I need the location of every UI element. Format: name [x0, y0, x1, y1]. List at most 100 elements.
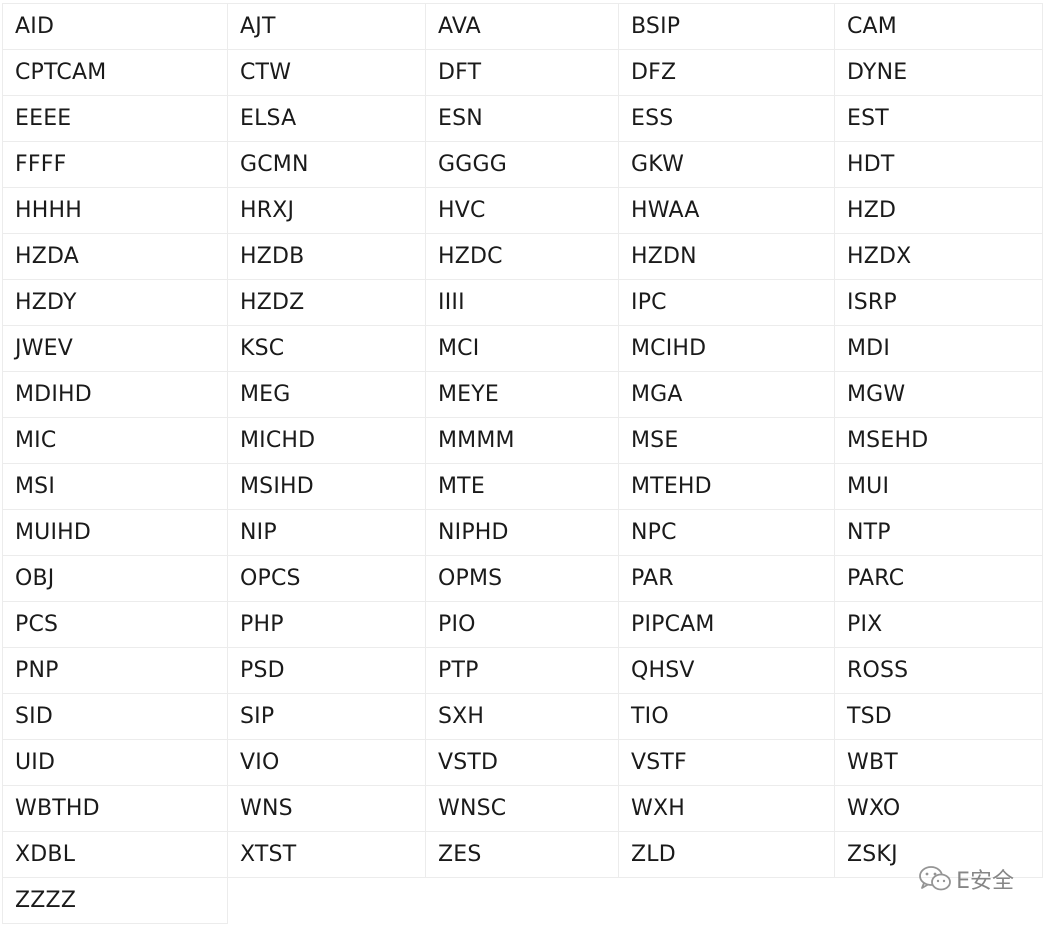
table-cell: MUI — [834, 463, 1043, 510]
table-cell: MSIHD — [227, 463, 426, 510]
table-cell: DYNE — [834, 49, 1043, 96]
table-row: WBTHD WNS WNSC WXH WXO — [2, 785, 1043, 832]
table-row: SID SIP SXH TIO TSD — [2, 693, 1043, 740]
table-cell: IPC — [618, 279, 835, 326]
table-cell: UID — [2, 739, 228, 786]
table-row: ZZZZ — [2, 877, 1043, 924]
table-cell: CAM — [834, 3, 1043, 50]
table-cell: WXH — [618, 785, 835, 832]
table-row: OBJ OPCS OPMS PAR PARC — [2, 555, 1043, 602]
table-cell: ZES — [425, 831, 619, 878]
table-cell: ISRP — [834, 279, 1043, 326]
table-row: MUIHD NIP NIPHD NPC NTP — [2, 509, 1043, 556]
code-table-body: AID AJT AVA BSIP CAM CPTCAM CTW DFT DFZ DYNE EEEE E… — [2, 3, 1043, 924]
table-row: PNP PSD PTP QHSV ROSS — [2, 647, 1043, 694]
table-row: UID VIO VSTD VSTF WBT — [2, 739, 1043, 786]
table-cell: PAR — [618, 555, 835, 602]
table-cell: CTW — [227, 49, 426, 96]
table-cell: AJT — [227, 3, 426, 50]
table-cell: MEYE — [425, 371, 619, 418]
table-row: CPTCAM CTW DFT DFZ DYNE — [2, 49, 1043, 96]
table-cell: FFFF — [2, 141, 228, 188]
table-cell: SIP — [227, 693, 426, 740]
table-cell: PARC — [834, 555, 1043, 602]
table-row: MSI MSIHD MTE MTEHD MUI — [2, 463, 1043, 510]
table-cell: ESS — [618, 95, 835, 142]
code-table: AID AJT AVA BSIP CAM CPTCAM CTW DFT DFZ DYNE EEEE E… — [2, 3, 1043, 924]
table-cell: GGGG — [425, 141, 619, 188]
table-cell: HRXJ — [227, 187, 426, 234]
table-cell: HZDA — [2, 233, 228, 280]
table-cell: MEG — [227, 371, 426, 418]
table-cell: WNSC — [425, 785, 619, 832]
table-cell: WXO — [834, 785, 1043, 832]
table-cell: PIPCAM — [618, 601, 835, 648]
table-cell: NIP — [227, 509, 426, 556]
table-cell: MSI — [2, 463, 228, 510]
table-cell: SID — [2, 693, 228, 740]
table-cell: ELSA — [227, 95, 426, 142]
table-cell: VIO — [227, 739, 426, 786]
table-cell: PNP — [2, 647, 228, 694]
table-row: MIC MICHD MMMM MSE MSEHD — [2, 417, 1043, 464]
table-row: JWEV KSC MCI MCIHD MDI — [2, 325, 1043, 372]
table-row: EEEE ELSA ESN ESS EST — [2, 95, 1043, 142]
table-cell: NPC — [618, 509, 835, 556]
wechat-icon — [918, 865, 952, 893]
table-cell: QHSV — [618, 647, 835, 694]
table-cell: HZD — [834, 187, 1043, 234]
table-cell: TIO — [618, 693, 835, 740]
table-cell: NTP — [834, 509, 1043, 556]
table-cell: OBJ — [2, 555, 228, 602]
empty-cell — [619, 878, 835, 924]
table-row: MDIHD MEG MEYE MGA MGW — [2, 371, 1043, 418]
table-cell: HWAA — [618, 187, 835, 234]
table-cell: XDBL — [2, 831, 228, 878]
table-cell: TSD — [834, 693, 1043, 740]
table-cell: PTP — [425, 647, 619, 694]
table-cell: HVC — [425, 187, 619, 234]
table-cell: DFT — [425, 49, 619, 96]
table-cell: HZDN — [618, 233, 835, 280]
table-cell: WBTHD — [2, 785, 228, 832]
table-cell: HZDC — [425, 233, 619, 280]
watermark-text: E安全 — [956, 869, 1014, 894]
table-cell: ZZZZ — [2, 877, 228, 924]
table-cell: HHHH — [2, 187, 228, 234]
table-cell: HZDX — [834, 233, 1043, 280]
table-cell: HZDB — [227, 233, 426, 280]
table-cell: NIPHD — [425, 509, 619, 556]
table-cell: MIC — [2, 417, 228, 464]
table-cell: DFZ — [618, 49, 835, 96]
table-cell: EST — [834, 95, 1043, 142]
table-cell: HZDY — [2, 279, 228, 326]
table-row: HHHH HRXJ HVC HWAA HZD — [2, 187, 1043, 234]
table-cell: MICHD — [227, 417, 426, 464]
table-cell: MUIHD — [2, 509, 228, 556]
table-cell: MGW — [834, 371, 1043, 418]
table-cell: EEEE — [2, 95, 228, 142]
table-cell: XTST — [227, 831, 426, 878]
table-row: HZDA HZDB HZDC HZDN HZDX — [2, 233, 1043, 280]
table-cell: MGA — [618, 371, 835, 418]
table-cell: GCMN — [227, 141, 426, 188]
table-cell: MSEHD — [834, 417, 1043, 464]
table-cell: VSTF — [618, 739, 835, 786]
empty-cell — [426, 878, 619, 924]
table-cell: WBT — [834, 739, 1043, 786]
table-cell: KSC — [227, 325, 426, 372]
table-cell: IIII — [425, 279, 619, 326]
table-cell: PIO — [425, 601, 619, 648]
table-cell: JWEV — [2, 325, 228, 372]
watermark: E安全 — [918, 863, 1014, 895]
table-cell: ZLD — [618, 831, 835, 878]
table-cell: VSTD — [425, 739, 619, 786]
table-cell: OPCS — [227, 555, 426, 602]
table-cell: BSIP — [618, 3, 835, 50]
table-row: AID AJT AVA BSIP CAM — [2, 3, 1043, 50]
table-cell: AVA — [425, 3, 619, 50]
table-cell: PIX — [834, 601, 1043, 648]
table-row: FFFF GCMN GGGG GKW HDT — [2, 141, 1043, 188]
table-cell: MCIHD — [618, 325, 835, 372]
